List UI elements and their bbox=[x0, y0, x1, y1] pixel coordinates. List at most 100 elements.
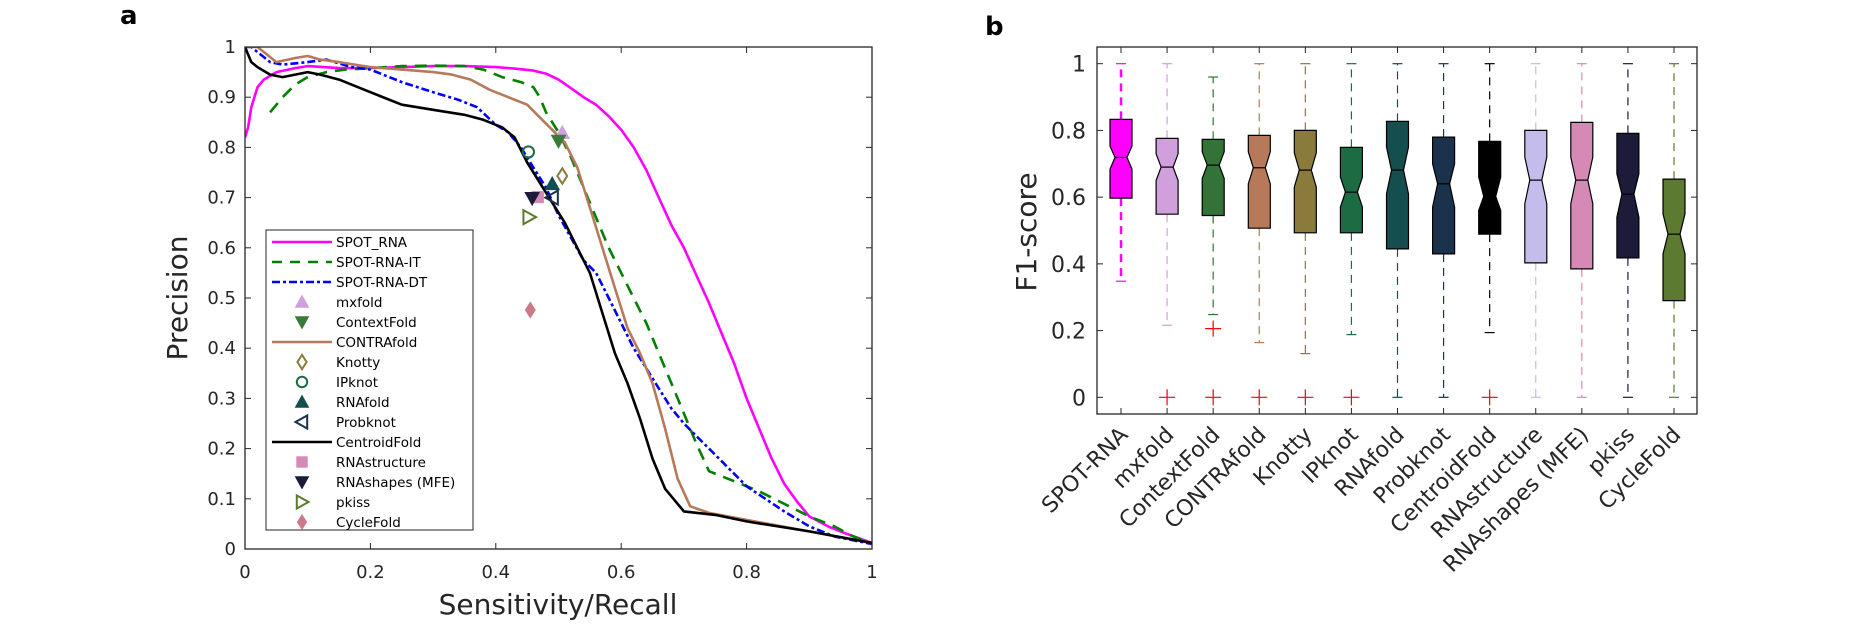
y-axis-title-b: F1-score bbox=[1010, 172, 1043, 291]
box-knotty bbox=[1293, 63, 1317, 406]
box-body bbox=[1247, 134, 1271, 229]
box-body bbox=[1385, 120, 1410, 250]
legend-label: mxfold bbox=[336, 295, 382, 311]
legend-label: SPOT-RNA-IT bbox=[336, 255, 421, 271]
legend-item-rnashapes-mfe: RNAshapes (MFE) bbox=[294, 475, 455, 491]
legend-item-cyclefold: CycleFold bbox=[296, 513, 401, 531]
marker-knotty bbox=[556, 166, 569, 186]
panel-b-f1-boxplot: SPOT-RNAmxfoldContextFoldCONTRAfoldKnott… bbox=[1010, 46, 1698, 578]
marker-pkiss bbox=[522, 208, 539, 226]
legend-label: RNAfold bbox=[336, 395, 390, 411]
legend-marker-rnastructure bbox=[296, 456, 308, 468]
marker-contextfold bbox=[550, 134, 567, 149]
legend-item-probknot: Probknot bbox=[293, 413, 396, 431]
legend-item-spot-rna-dt: SPOT-RNA-DT bbox=[272, 275, 428, 291]
legend-label: ContextFold bbox=[336, 315, 417, 331]
panel-label-a: a bbox=[120, 1, 138, 31]
legend-item-ipknot: IPknot bbox=[295, 375, 378, 391]
legend-label: CentroidFold bbox=[336, 435, 421, 451]
marker-probknot bbox=[543, 188, 559, 207]
y-tick-label-b: 0 bbox=[1072, 386, 1086, 411]
ticks-b: SPOT-RNAmxfoldContextFoldCONTRAfoldKnott… bbox=[1037, 47, 1697, 578]
y-tick-label-a: 0.4 bbox=[207, 338, 236, 359]
box-body bbox=[1616, 132, 1640, 259]
legend-label: pkiss bbox=[336, 495, 370, 511]
legend-marker-cyclefold bbox=[296, 513, 308, 531]
box-pkiss bbox=[1616, 63, 1640, 398]
box-centroidfold bbox=[1478, 63, 1502, 406]
box-ipknot bbox=[1339, 63, 1364, 406]
x-tick-label-a: 0.8 bbox=[732, 562, 761, 583]
legend-item-contextfold: ContextFold bbox=[294, 315, 417, 331]
legend-item-centroidfold: CentroidFold bbox=[272, 435, 421, 451]
box-body bbox=[1570, 121, 1594, 270]
legend-marker-knotty bbox=[296, 352, 308, 372]
x-tick-label-a: 0.2 bbox=[356, 562, 385, 583]
box-body bbox=[1431, 136, 1456, 255]
legend-label: RNAstructure bbox=[336, 455, 426, 471]
legend-item-knotty: Knotty bbox=[296, 352, 380, 372]
legend-marker-contextfold bbox=[294, 316, 310, 330]
x-tick-label-a: 0 bbox=[239, 562, 250, 583]
y-tick-label-a: 0.6 bbox=[207, 238, 236, 259]
box-rnafold bbox=[1385, 63, 1410, 398]
box-probknot bbox=[1431, 63, 1456, 398]
marker-rnashapes-mfe bbox=[524, 192, 541, 207]
box-contextfold bbox=[1201, 76, 1225, 406]
curve-spot-rna bbox=[245, 64, 872, 545]
box-cyclefold bbox=[1662, 63, 1686, 398]
curve-centroidfold bbox=[245, 47, 872, 545]
legend-label: Knotty bbox=[336, 355, 380, 371]
box-body bbox=[1662, 178, 1686, 302]
marker-cyclefold bbox=[524, 301, 536, 319]
box-rnashapes-mfe bbox=[1570, 63, 1594, 398]
series-layer bbox=[245, 47, 872, 546]
x-tick-label-a: 0.6 bbox=[607, 562, 636, 583]
legend-item-spot-rna: SPOT_RNA bbox=[272, 235, 408, 251]
legend-label: SPOT-RNA-DT bbox=[336, 275, 428, 291]
box-body bbox=[1478, 140, 1502, 235]
y-tick-label-a: 0.9 bbox=[207, 87, 236, 108]
y-tick-label-a: 1 bbox=[225, 37, 236, 58]
marker-layer bbox=[521, 124, 571, 319]
legend-marker-ipknot bbox=[295, 375, 309, 389]
marker-rnafold bbox=[544, 176, 561, 191]
legend-marker-pkiss bbox=[295, 493, 311, 511]
box-body bbox=[1201, 138, 1225, 217]
box-layer bbox=[1109, 63, 1686, 406]
x-tick-label-a: 0.4 bbox=[481, 562, 510, 583]
legend: SPOT_RNA SPOT-RNA-IT SPOT-RNA-DT mxfold Cont… bbox=[265, 229, 474, 531]
y-axis-title-a: Precision bbox=[161, 236, 194, 361]
box-spot-rna bbox=[1109, 63, 1133, 282]
box-body bbox=[1155, 137, 1179, 215]
legend-marker-rnashapes-mfe bbox=[294, 476, 310, 490]
y-tick-label-b: 1 bbox=[1072, 53, 1086, 78]
ticks-a: 0 0.2 0.4 0.6 0.8 1 0 0.1 0.2 0.3 0.4 0.5 0.6 0.7 0.8 0… bbox=[207, 37, 877, 583]
y-tick-label-a: 0.1 bbox=[207, 489, 236, 510]
box-body bbox=[1524, 129, 1548, 264]
legend-label: IPknot bbox=[336, 375, 378, 391]
legend-item-rnastructure: RNAstructure bbox=[296, 455, 426, 471]
legend-item-pkiss: pkiss bbox=[295, 493, 370, 511]
curve-spot-rna-it bbox=[269, 64, 872, 545]
marker-ipknot bbox=[521, 145, 536, 159]
y-tick-label-b: 0.4 bbox=[1051, 253, 1086, 278]
legend-marker-rnafold bbox=[294, 394, 310, 408]
curve-contrafold bbox=[245, 47, 872, 545]
y-tick-label-b: 0.8 bbox=[1051, 119, 1086, 144]
legend-label: CycleFold bbox=[336, 515, 401, 531]
box-mxfold bbox=[1155, 63, 1179, 406]
panel-label-b: b bbox=[985, 12, 1004, 42]
box-body bbox=[1293, 129, 1317, 234]
x-axis-title-a: Sensitivity/Recall bbox=[439, 588, 678, 621]
y-tick-label-a: 0.2 bbox=[207, 439, 236, 460]
box-body bbox=[1109, 118, 1133, 199]
box-rnastructure bbox=[1524, 63, 1548, 398]
legend-item-rnafold: RNAfold bbox=[294, 394, 390, 411]
legend-label: Probknot bbox=[336, 415, 396, 431]
y-tick-label-a: 0.5 bbox=[207, 288, 236, 309]
box-body bbox=[1339, 146, 1364, 234]
legend-item-mxfold: mxfold bbox=[294, 294, 382, 311]
legend-item-contrafold: CONTRAfold bbox=[272, 335, 417, 351]
